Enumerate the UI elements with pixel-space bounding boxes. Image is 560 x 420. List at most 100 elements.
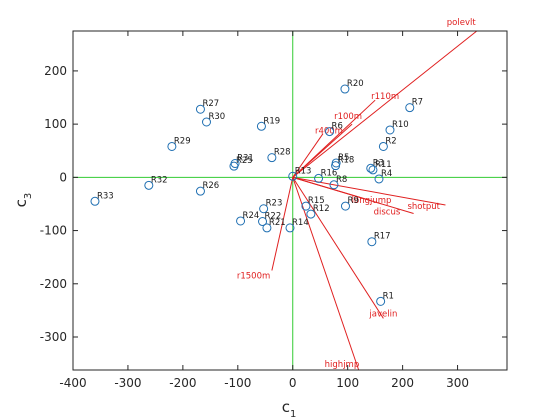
point-R17 bbox=[367, 237, 377, 247]
x-tick-label: -200 bbox=[169, 376, 196, 390]
x-tick-label: 0 bbox=[289, 376, 297, 390]
point-label-R6: R6 bbox=[332, 122, 343, 132]
x-tick-label: -100 bbox=[224, 376, 251, 390]
point-R2 bbox=[378, 141, 388, 151]
vector-javelin bbox=[292, 177, 384, 319]
point-label-R16: R16 bbox=[321, 168, 338, 178]
x-tick-label: 100 bbox=[336, 376, 359, 390]
plot-area bbox=[73, 31, 507, 370]
point-R7 bbox=[405, 103, 415, 113]
vector-label-polevlt: polevlt bbox=[447, 18, 477, 28]
point-R32 bbox=[144, 180, 154, 190]
vector-r100m bbox=[292, 123, 353, 178]
x-tick-label: 300 bbox=[446, 376, 469, 390]
vector-label-discus: discus bbox=[374, 208, 401, 218]
point-label-R12: R12 bbox=[313, 204, 330, 214]
point-R24 bbox=[236, 216, 246, 226]
point-R8 bbox=[329, 180, 339, 190]
point-label-R31: R31 bbox=[237, 154, 254, 164]
point-R9 bbox=[340, 201, 350, 211]
point-R29 bbox=[167, 141, 177, 151]
point-label-R28: R28 bbox=[274, 148, 291, 158]
point-label-R7: R7 bbox=[412, 98, 423, 108]
y-tick-label: -200 bbox=[40, 277, 67, 291]
point-label-R17: R17 bbox=[374, 232, 391, 242]
point-R3 bbox=[366, 163, 376, 173]
point-R30 bbox=[201, 117, 211, 127]
point-label-R4: R4 bbox=[381, 169, 392, 179]
point-label-R25: R25 bbox=[236, 156, 253, 166]
point-label-R18: R18 bbox=[338, 156, 355, 166]
point-R19 bbox=[256, 121, 266, 131]
point-R22 bbox=[258, 217, 268, 227]
point-label-R30: R30 bbox=[208, 112, 225, 122]
point-R26 bbox=[195, 186, 205, 196]
y-tick-label: 200 bbox=[44, 64, 67, 78]
point-label-R33: R33 bbox=[97, 191, 114, 201]
point-label-R29: R29 bbox=[174, 136, 191, 146]
y-tick-label: 100 bbox=[44, 117, 67, 131]
x-tick-label: -400 bbox=[59, 376, 86, 390]
point-label-R13: R13 bbox=[295, 166, 312, 176]
axes-frame bbox=[72, 30, 508, 371]
y-tick-label: 0 bbox=[59, 170, 67, 184]
point-label-R8: R8 bbox=[336, 175, 347, 185]
axis-ticks: -400 -300 -200 -100 0 100 200 300 -300 -200 -100 0 1… bbox=[40, 31, 507, 390]
point-R33 bbox=[90, 196, 100, 206]
point-R16 bbox=[314, 173, 324, 183]
y-tick-label: -100 bbox=[40, 224, 67, 238]
point-label-R2: R2 bbox=[385, 136, 396, 146]
vector-r1500m bbox=[271, 177, 294, 271]
y-tick-label: -300 bbox=[40, 330, 67, 344]
point-label-R14: R14 bbox=[292, 218, 309, 228]
x-axis-title: c1 bbox=[282, 398, 297, 420]
point-label-R23: R23 bbox=[266, 199, 283, 209]
variable-vectors: polevltr110mr100mr400mlongjumpshotputdis… bbox=[237, 18, 478, 371]
x-tick-label: -300 bbox=[114, 376, 141, 390]
point-R21 bbox=[262, 223, 272, 233]
point-R27 bbox=[195, 104, 205, 114]
zero-lines bbox=[73, 31, 507, 370]
vector-label-r1500m: r1500m bbox=[237, 271, 270, 281]
point-R31 bbox=[230, 159, 240, 169]
point-R4 bbox=[374, 174, 384, 184]
point-R6 bbox=[325, 127, 335, 137]
vector-label-r400m: r400m bbox=[315, 127, 343, 137]
point-R18 bbox=[331, 161, 341, 171]
point-label-R24: R24 bbox=[243, 211, 260, 221]
point-label-R3: R3 bbox=[373, 158, 384, 168]
point-R23 bbox=[259, 204, 269, 214]
plot-frame bbox=[72, 30, 508, 371]
point-label-R27: R27 bbox=[202, 99, 219, 109]
point-label-R15: R15 bbox=[308, 196, 325, 206]
vector-label-r110m: r110m bbox=[371, 92, 399, 102]
point-label-R22: R22 bbox=[265, 212, 282, 222]
vector-label-javelin: javelin bbox=[368, 309, 397, 319]
x-tick-label: 200 bbox=[391, 376, 414, 390]
point-R15 bbox=[301, 201, 311, 211]
vector-discus bbox=[292, 176, 414, 215]
vector-label-highjmp: highjmp bbox=[325, 360, 360, 370]
point-label-R21: R21 bbox=[269, 218, 286, 228]
vector-label-shotput: shotput bbox=[407, 202, 440, 212]
vector-polevlt bbox=[292, 30, 478, 178]
vector-label-r100m: r100m bbox=[334, 112, 362, 122]
point-label-R1: R1 bbox=[383, 291, 394, 301]
y-axis-title: c3 bbox=[12, 193, 34, 208]
point-label-R26: R26 bbox=[202, 181, 219, 191]
point-label-R10: R10 bbox=[392, 120, 409, 130]
observation-points: R1R2R3R4R5R6R7R8R9R10R11R12R13R14R15R16R… bbox=[90, 79, 423, 306]
point-label-R5: R5 bbox=[338, 153, 349, 163]
vector-r400m bbox=[292, 133, 324, 178]
point-R13 bbox=[288, 171, 298, 181]
point-R28 bbox=[267, 153, 277, 163]
point-R11 bbox=[368, 165, 378, 175]
point-R1 bbox=[376, 296, 386, 306]
point-R20 bbox=[340, 84, 350, 94]
point-R14 bbox=[285, 223, 295, 233]
point-label-R32: R32 bbox=[151, 175, 168, 185]
point-label-R11: R11 bbox=[375, 160, 392, 170]
point-R12 bbox=[306, 209, 316, 219]
point-label-R19: R19 bbox=[263, 116, 280, 126]
